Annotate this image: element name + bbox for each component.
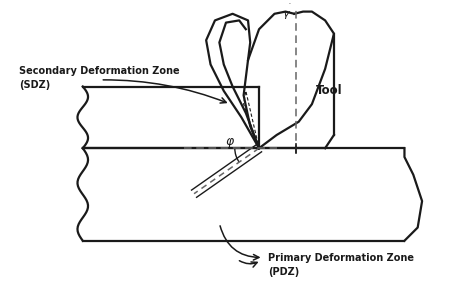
Text: φ: φ [225,135,233,148]
Text: Primary Deformation Zone
(PDZ): Primary Deformation Zone (PDZ) [268,253,414,277]
Text: Tool: Tool [316,84,343,98]
Text: γ: γ [282,9,289,19]
Text: Secondary Deformation Zone
(SDZ): Secondary Deformation Zone (SDZ) [19,66,180,90]
